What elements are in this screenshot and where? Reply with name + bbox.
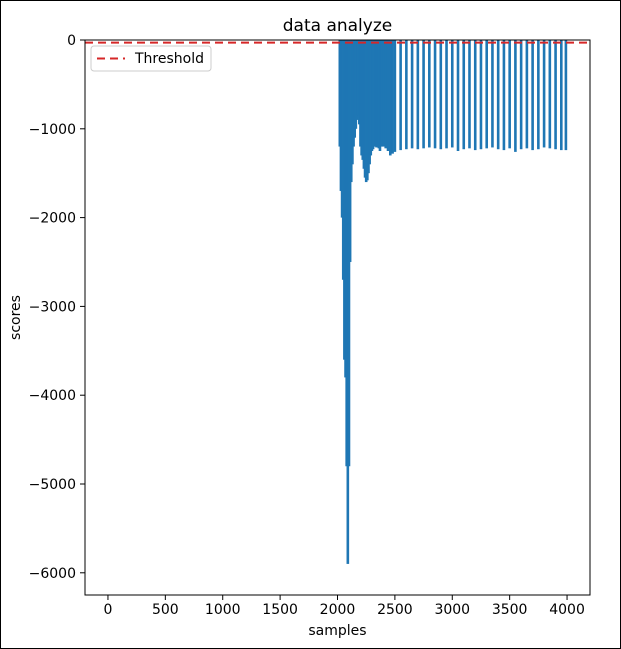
x-tick-label: 1000: [205, 602, 241, 618]
bar: [462, 40, 466, 150]
bar: [542, 40, 546, 148]
y-tick-label: −2000: [29, 211, 76, 227]
bar: [445, 40, 448, 149]
bar: [554, 40, 557, 150]
bar: [525, 40, 529, 149]
x-tick-label: 3000: [434, 602, 470, 618]
bar: [393, 40, 397, 152]
y-tick-label: −5000: [29, 477, 76, 493]
x-axis-ticks: 0 500 1000 1500 2000 2500 3000 3500 4000: [103, 595, 585, 618]
legend-box: [90, 45, 212, 72]
legend-label-threshold: Threshold: [134, 51, 204, 67]
bar: [391, 40, 394, 154]
bar: [564, 40, 568, 151]
x-tick-label: 0: [103, 602, 112, 618]
bar: [508, 40, 511, 149]
x-tick-label: 2500: [377, 602, 413, 618]
y-tick-label: −1000: [29, 122, 76, 138]
bar: [384, 40, 387, 149]
bar: [473, 40, 477, 151]
bar: [514, 40, 517, 152]
bar: [456, 40, 460, 151]
bar: [439, 40, 443, 150]
bar: [560, 40, 563, 151]
x-tick-label: 2000: [320, 602, 356, 618]
bar: [496, 40, 500, 150]
x-tick-label: 4000: [549, 602, 585, 618]
bar: [389, 40, 392, 156]
x-tick-label: 1500: [262, 602, 298, 618]
bar: [479, 40, 483, 150]
bar: [410, 40, 414, 149]
bar: [491, 40, 494, 148]
bars-group: [338, 40, 568, 564]
bar: [386, 40, 390, 151]
bar: [537, 40, 540, 150]
chart-title: data analyze: [283, 16, 392, 36]
bar: [428, 40, 431, 148]
bar: [382, 40, 385, 147]
bar: [433, 40, 437, 149]
bar: [416, 40, 420, 150]
x-axis-label: samples: [308, 623, 366, 639]
bar: [399, 40, 402, 151]
bar: [405, 40, 408, 150]
y-tick-label: −3000: [29, 299, 76, 315]
bar: [485, 40, 488, 149]
y-axis-label: scores: [8, 295, 24, 340]
y-tick-label: −6000: [29, 566, 76, 582]
bar: [502, 40, 506, 151]
y-tick-label: −4000: [29, 388, 76, 404]
y-axis-ticks: 0 −1000 −2000 −3000 −4000 −5000 −6000: [29, 33, 85, 582]
legend: Threshold: [90, 45, 212, 72]
bar: [519, 40, 523, 150]
y-tick-label: 0: [67, 33, 76, 49]
x-tick-label: 500: [152, 602, 179, 618]
bar: [422, 40, 425, 149]
bar: [450, 40, 454, 148]
bar: [531, 40, 534, 151]
x-tick-label: 3500: [492, 602, 528, 618]
bar: [468, 40, 471, 149]
bar: [548, 40, 552, 149]
